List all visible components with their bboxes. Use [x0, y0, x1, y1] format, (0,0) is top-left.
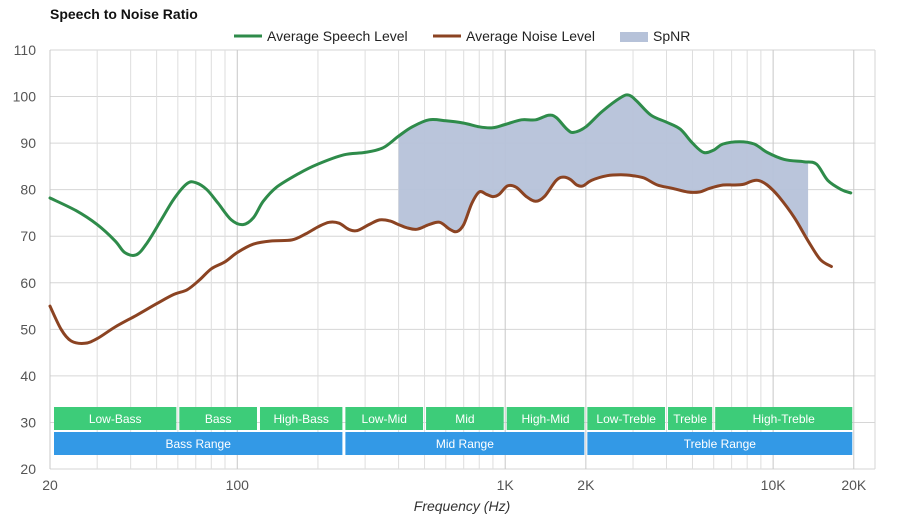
band-bass-range	[54, 432, 343, 455]
y-tick-label-90: 90	[20, 135, 36, 151]
band-label-high-treble: High-Treble	[753, 412, 816, 426]
band-label-bass-range: Bass Range	[166, 437, 232, 451]
band-low-mid	[345, 407, 424, 430]
band-bass	[179, 407, 257, 430]
band-label-mid-range: Mid Range	[436, 437, 494, 451]
legend-item-spnr[interactable]: SpNR	[620, 28, 690, 44]
band-label-treble-range: Treble Range	[684, 437, 757, 451]
band-label-low-treble: Low-Treble	[596, 412, 656, 426]
chart-title: Speech to Noise Ratio	[50, 6, 198, 22]
legend-swatch	[620, 32, 648, 42]
band-high-mid	[506, 407, 585, 430]
x-tick-label-20: 20	[42, 477, 58, 493]
series-line-average-noise-level	[48, 173, 833, 345]
band-mid-range	[345, 432, 585, 455]
legend-label: Average Speech Level	[267, 28, 408, 44]
x-tick-label-20K: 20K	[841, 477, 867, 493]
y-tick-label-70: 70	[20, 228, 36, 244]
band-mid	[426, 407, 504, 430]
y-tick-label-110: 110	[14, 42, 37, 58]
band-low-bass	[54, 407, 177, 430]
y-tick-label-50: 50	[20, 321, 36, 337]
y-tick-label-80: 80	[20, 182, 36, 198]
band-treble-range	[587, 432, 853, 455]
x-tick-label-2K: 2K	[577, 477, 595, 493]
series-layer	[48, 93, 853, 345]
band-treble	[668, 407, 713, 430]
y-tick-label-20: 20	[20, 461, 36, 477]
x-tick-label-1K: 1K	[497, 477, 515, 493]
y-tick-label-30: 30	[20, 414, 36, 430]
band-label-low-mid: Low-Mid	[362, 412, 407, 426]
band-high-treble	[715, 407, 853, 430]
band-label-treble: Treble	[673, 412, 707, 426]
legend-label: Average Noise Level	[466, 28, 595, 44]
y-tick-label-60: 60	[20, 275, 36, 291]
band-label-bass: Bass	[205, 412, 232, 426]
band-high-bass	[259, 407, 343, 430]
axes: 20 30 40 50 60 70 80 90 100 110 20 100 1K 2K 10K 20K	[13, 42, 867, 493]
legend-label: SpNR	[653, 28, 690, 44]
x-tick-label-10K: 10K	[761, 477, 787, 493]
band-label-high-bass: High-Bass	[274, 412, 329, 426]
band-low-treble	[587, 407, 666, 430]
legend: Average Speech Level Average Noise Level S…	[234, 28, 690, 44]
spnr-area	[398, 95, 809, 241]
frequency-bands: Low-Bass Bass High-Bass Low-Mid Mid High-Mid L…	[54, 407, 853, 455]
band-label-high-mid: High-Mid	[522, 412, 570, 426]
x-axis-label: Frequency (Hz)	[414, 498, 510, 514]
series-line-average-speech-level	[48, 93, 853, 257]
spnr-area-layer	[398, 95, 809, 241]
x-tick-label-100: 100	[226, 477, 250, 493]
y-tick-label-100: 100	[13, 89, 37, 105]
band-label-low-bass: Low-Bass	[89, 412, 142, 426]
legend-item-average-noise-level[interactable]: Average Noise Level	[433, 28, 595, 44]
y-tick-label-40: 40	[20, 368, 36, 384]
band-label-mid: Mid	[455, 412, 474, 426]
grid	[49, 49, 876, 470]
legend-item-average-speech-level[interactable]: Average Speech Level	[234, 28, 408, 44]
